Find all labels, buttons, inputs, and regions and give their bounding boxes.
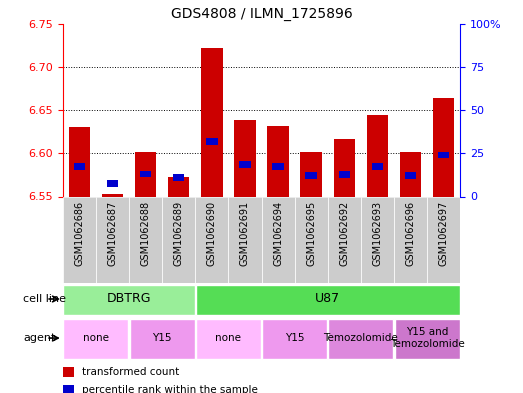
FancyBboxPatch shape <box>394 196 427 283</box>
Bar <box>168 176 189 196</box>
Text: percentile rank within the sample: percentile rank within the sample <box>82 386 258 393</box>
Text: Y15: Y15 <box>285 333 304 343</box>
Text: GSM1062697: GSM1062697 <box>439 201 449 266</box>
FancyBboxPatch shape <box>63 285 195 315</box>
Text: GSM1062687: GSM1062687 <box>107 201 118 266</box>
Text: GSM1062693: GSM1062693 <box>372 201 382 266</box>
Text: GSM1062689: GSM1062689 <box>174 201 184 266</box>
Bar <box>372 163 383 170</box>
Bar <box>367 115 388 196</box>
Text: Temozolomide: Temozolomide <box>324 333 398 343</box>
FancyBboxPatch shape <box>96 196 129 283</box>
Bar <box>140 171 151 178</box>
Bar <box>300 152 322 196</box>
FancyBboxPatch shape <box>395 319 460 359</box>
Bar <box>239 161 251 168</box>
FancyBboxPatch shape <box>63 196 96 283</box>
Bar <box>63 367 74 377</box>
FancyBboxPatch shape <box>63 319 128 359</box>
Bar <box>433 98 454 196</box>
Text: Y15: Y15 <box>152 333 172 343</box>
FancyBboxPatch shape <box>328 196 361 283</box>
Text: U87: U87 <box>315 292 340 305</box>
Bar <box>201 48 223 196</box>
Bar <box>69 127 90 196</box>
Bar <box>74 163 85 170</box>
FancyBboxPatch shape <box>262 196 294 283</box>
FancyBboxPatch shape <box>361 196 394 283</box>
FancyBboxPatch shape <box>129 196 162 283</box>
Text: GSM1062696: GSM1062696 <box>405 201 416 266</box>
Text: transformed count: transformed count <box>82 367 179 377</box>
Text: GSM1062692: GSM1062692 <box>339 201 349 266</box>
Text: DBTRG: DBTRG <box>107 292 151 305</box>
Bar <box>405 172 416 179</box>
FancyBboxPatch shape <box>229 196 262 283</box>
FancyBboxPatch shape <box>427 196 460 283</box>
Title: GDS4808 / ILMN_1725896: GDS4808 / ILMN_1725896 <box>170 7 353 21</box>
Bar <box>272 163 284 170</box>
Text: GSM1062694: GSM1062694 <box>273 201 283 266</box>
Bar <box>234 120 256 196</box>
Bar <box>63 386 74 393</box>
Bar <box>107 180 118 187</box>
Bar <box>305 172 317 179</box>
Bar <box>400 152 422 196</box>
FancyBboxPatch shape <box>196 285 460 315</box>
Text: GSM1062688: GSM1062688 <box>141 201 151 266</box>
FancyBboxPatch shape <box>196 319 261 359</box>
FancyBboxPatch shape <box>130 319 195 359</box>
Bar <box>101 194 123 196</box>
FancyBboxPatch shape <box>195 196 229 283</box>
Bar <box>334 139 355 196</box>
Bar <box>338 171 350 178</box>
Bar <box>173 174 185 181</box>
Bar <box>135 152 156 196</box>
Text: GSM1062691: GSM1062691 <box>240 201 250 266</box>
Text: Y15 and
Temozolomide: Y15 and Temozolomide <box>390 327 464 349</box>
FancyBboxPatch shape <box>328 319 393 359</box>
Text: GSM1062690: GSM1062690 <box>207 201 217 266</box>
FancyBboxPatch shape <box>162 196 195 283</box>
FancyBboxPatch shape <box>262 319 327 359</box>
Bar <box>267 127 289 196</box>
Bar <box>206 138 218 145</box>
Bar <box>438 152 449 158</box>
Text: none: none <box>215 333 242 343</box>
Text: none: none <box>83 333 109 343</box>
Text: agent: agent <box>23 333 55 343</box>
Text: GSM1062695: GSM1062695 <box>306 201 316 266</box>
Text: cell line: cell line <box>23 294 66 304</box>
FancyBboxPatch shape <box>294 196 328 283</box>
Text: GSM1062686: GSM1062686 <box>74 201 84 266</box>
